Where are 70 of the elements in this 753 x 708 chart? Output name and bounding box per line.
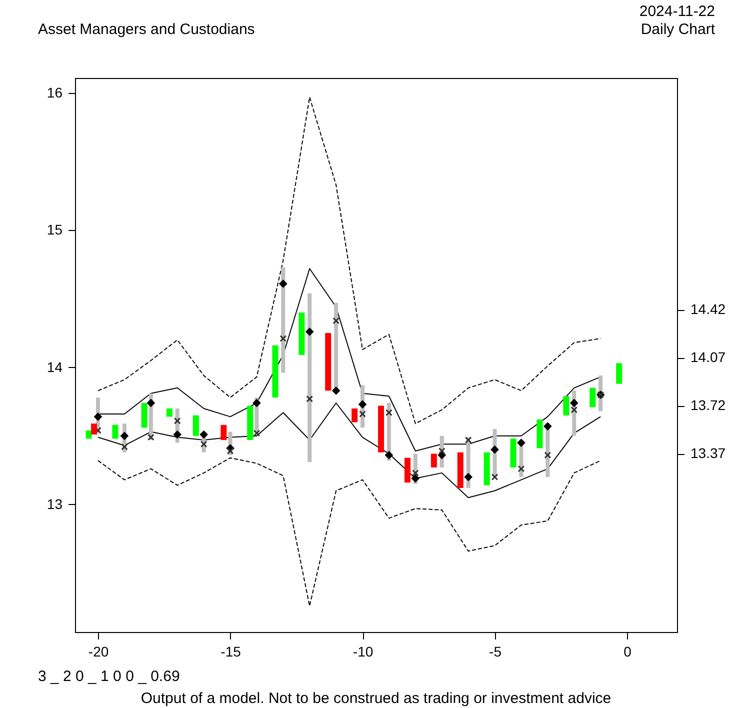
candlestick bbox=[192, 414, 199, 436]
point bbox=[411, 474, 420, 483]
point bbox=[332, 386, 340, 395]
text: Asset Managers and Custodians bbox=[38, 21, 255, 38]
candlestick bbox=[430, 453, 437, 468]
point bbox=[544, 452, 552, 459]
point bbox=[491, 474, 498, 481]
point bbox=[464, 472, 472, 482]
point bbox=[280, 335, 287, 342]
candlestick bbox=[220, 424, 227, 441]
point bbox=[358, 400, 367, 409]
point bbox=[174, 417, 181, 424]
point bbox=[253, 430, 260, 437]
point bbox=[226, 448, 234, 454]
line-series bbox=[98, 457, 602, 606]
candlestick bbox=[325, 332, 332, 392]
candlestick bbox=[616, 362, 622, 384]
candlestick bbox=[510, 438, 516, 468]
text: Output of a model. Not to be construed as trading or investment advice bbox=[140, 690, 612, 707]
point bbox=[570, 398, 578, 408]
point bbox=[278, 280, 288, 288]
point bbox=[359, 410, 366, 418]
point bbox=[570, 406, 578, 414]
point bbox=[147, 434, 154, 441]
y2-tick-label: 14.07 bbox=[690, 349, 726, 366]
y-tick-label: 14 bbox=[46, 358, 63, 375]
point bbox=[200, 440, 208, 448]
y2-tick-label: 13.37 bbox=[690, 445, 726, 462]
x-tick-label: 0 bbox=[624, 644, 632, 660]
point bbox=[490, 445, 499, 454]
candlestick bbox=[352, 408, 358, 423]
point bbox=[543, 422, 552, 430]
point bbox=[464, 436, 472, 444]
point bbox=[518, 465, 525, 472]
candlestick bbox=[272, 344, 278, 398]
point bbox=[121, 443, 128, 450]
text: 2024-11-22 bbox=[639, 3, 715, 20]
y-tick-label: 15 bbox=[46, 222, 63, 238]
candlestick bbox=[484, 452, 490, 486]
candlestick bbox=[141, 402, 148, 428]
point bbox=[412, 469, 419, 476]
point bbox=[332, 317, 340, 324]
point bbox=[306, 395, 314, 402]
candlestick bbox=[404, 457, 410, 484]
y2-tick-label: 13.72 bbox=[690, 397, 726, 414]
point bbox=[252, 398, 261, 408]
point bbox=[146, 398, 156, 408]
y2-tick-label: 14.42 bbox=[690, 301, 726, 318]
x-tick-label: -15 bbox=[220, 644, 242, 660]
candlestick bbox=[112, 424, 118, 440]
point bbox=[200, 430, 208, 439]
text: Daily Chart bbox=[640, 21, 715, 38]
x-tick-label: -20 bbox=[88, 644, 109, 660]
point bbox=[438, 448, 446, 454]
point bbox=[386, 409, 392, 416]
candlestick bbox=[457, 452, 464, 489]
x-tick-label: -10 bbox=[352, 644, 374, 660]
line-series bbox=[98, 96, 602, 424]
text: 3 _ 2 0 _ 1 0 0 _ 0.69 bbox=[38, 668, 180, 685]
point bbox=[120, 432, 129, 440]
point bbox=[173, 430, 182, 439]
point bbox=[94, 412, 102, 421]
point bbox=[384, 450, 394, 460]
line-series bbox=[98, 402, 602, 498]
point bbox=[305, 328, 314, 336]
x-tick-label: -5 bbox=[489, 644, 502, 660]
y-tick-label: 13 bbox=[46, 496, 63, 512]
y-tick-label: 16 bbox=[46, 84, 63, 101]
point bbox=[517, 438, 526, 447]
candlestick bbox=[378, 405, 384, 453]
